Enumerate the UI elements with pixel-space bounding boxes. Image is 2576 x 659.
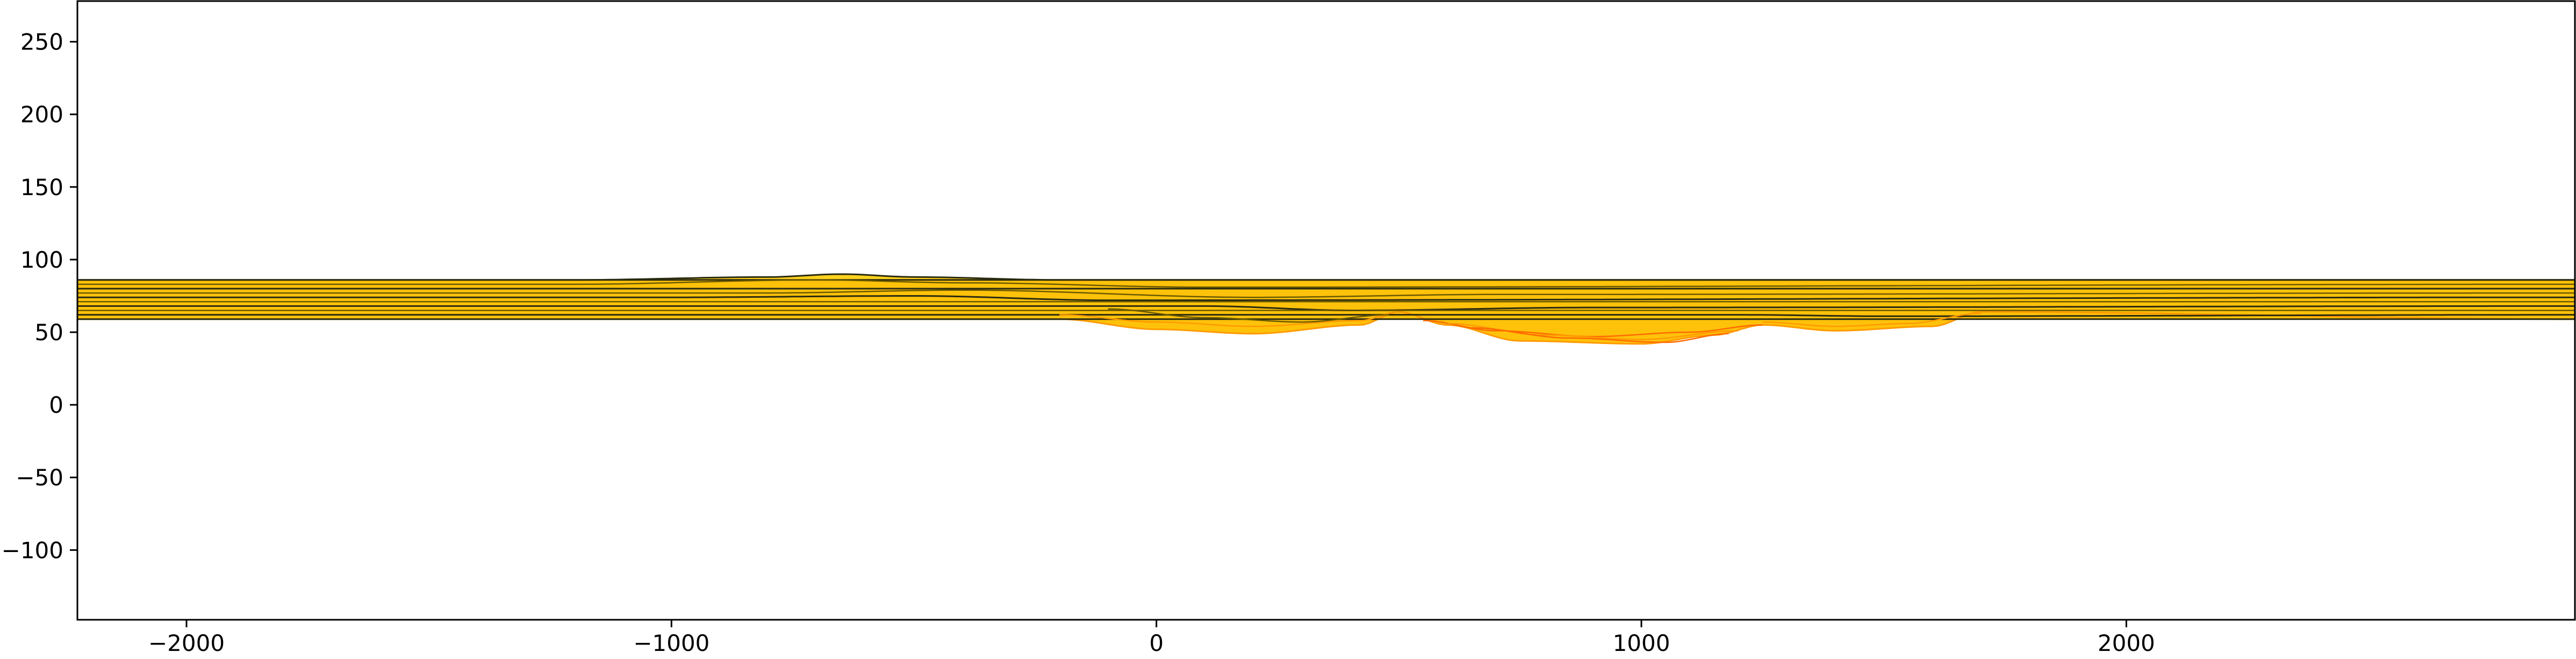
y-tick-label: 100 <box>20 247 63 273</box>
x-tick-label: 2000 <box>2098 630 2155 656</box>
layer-line-15 <box>1762 312 1981 327</box>
x-tick-label: −1000 <box>633 630 709 656</box>
layer-line-11 <box>1108 308 1389 323</box>
y-tick-label: −50 <box>16 464 63 491</box>
x-tick-label: 1000 <box>1613 630 1670 656</box>
layer-line-12 <box>1423 320 1763 338</box>
y-tick-label: 200 <box>20 102 63 128</box>
layer-line-10 <box>1059 311 1399 327</box>
y-tick-label: 150 <box>20 174 63 200</box>
y-tick-label: 250 <box>20 29 63 55</box>
x-tick-label: 0 <box>1149 630 1164 656</box>
layer-line-3 <box>77 289 2575 298</box>
plot-frame <box>76 0 2576 621</box>
layer-line-8 <box>77 314 2575 317</box>
bump-outline <box>77 273 2575 281</box>
y-tick-label: 0 <box>49 392 63 418</box>
axes: −2000 −1000 0 1000 2000 −100 −50 0 50 100 150 200 25… <box>2 29 2155 656</box>
y-tick-label: −100 <box>2 537 63 563</box>
layer-line-14 <box>1472 327 1729 343</box>
plot-area <box>77 273 2575 345</box>
layer-line-4 <box>77 295 2575 302</box>
layer-line-1 <box>77 279 2575 288</box>
y-tick-label: 50 <box>35 319 63 346</box>
x-tick-label: −2000 <box>148 630 225 656</box>
